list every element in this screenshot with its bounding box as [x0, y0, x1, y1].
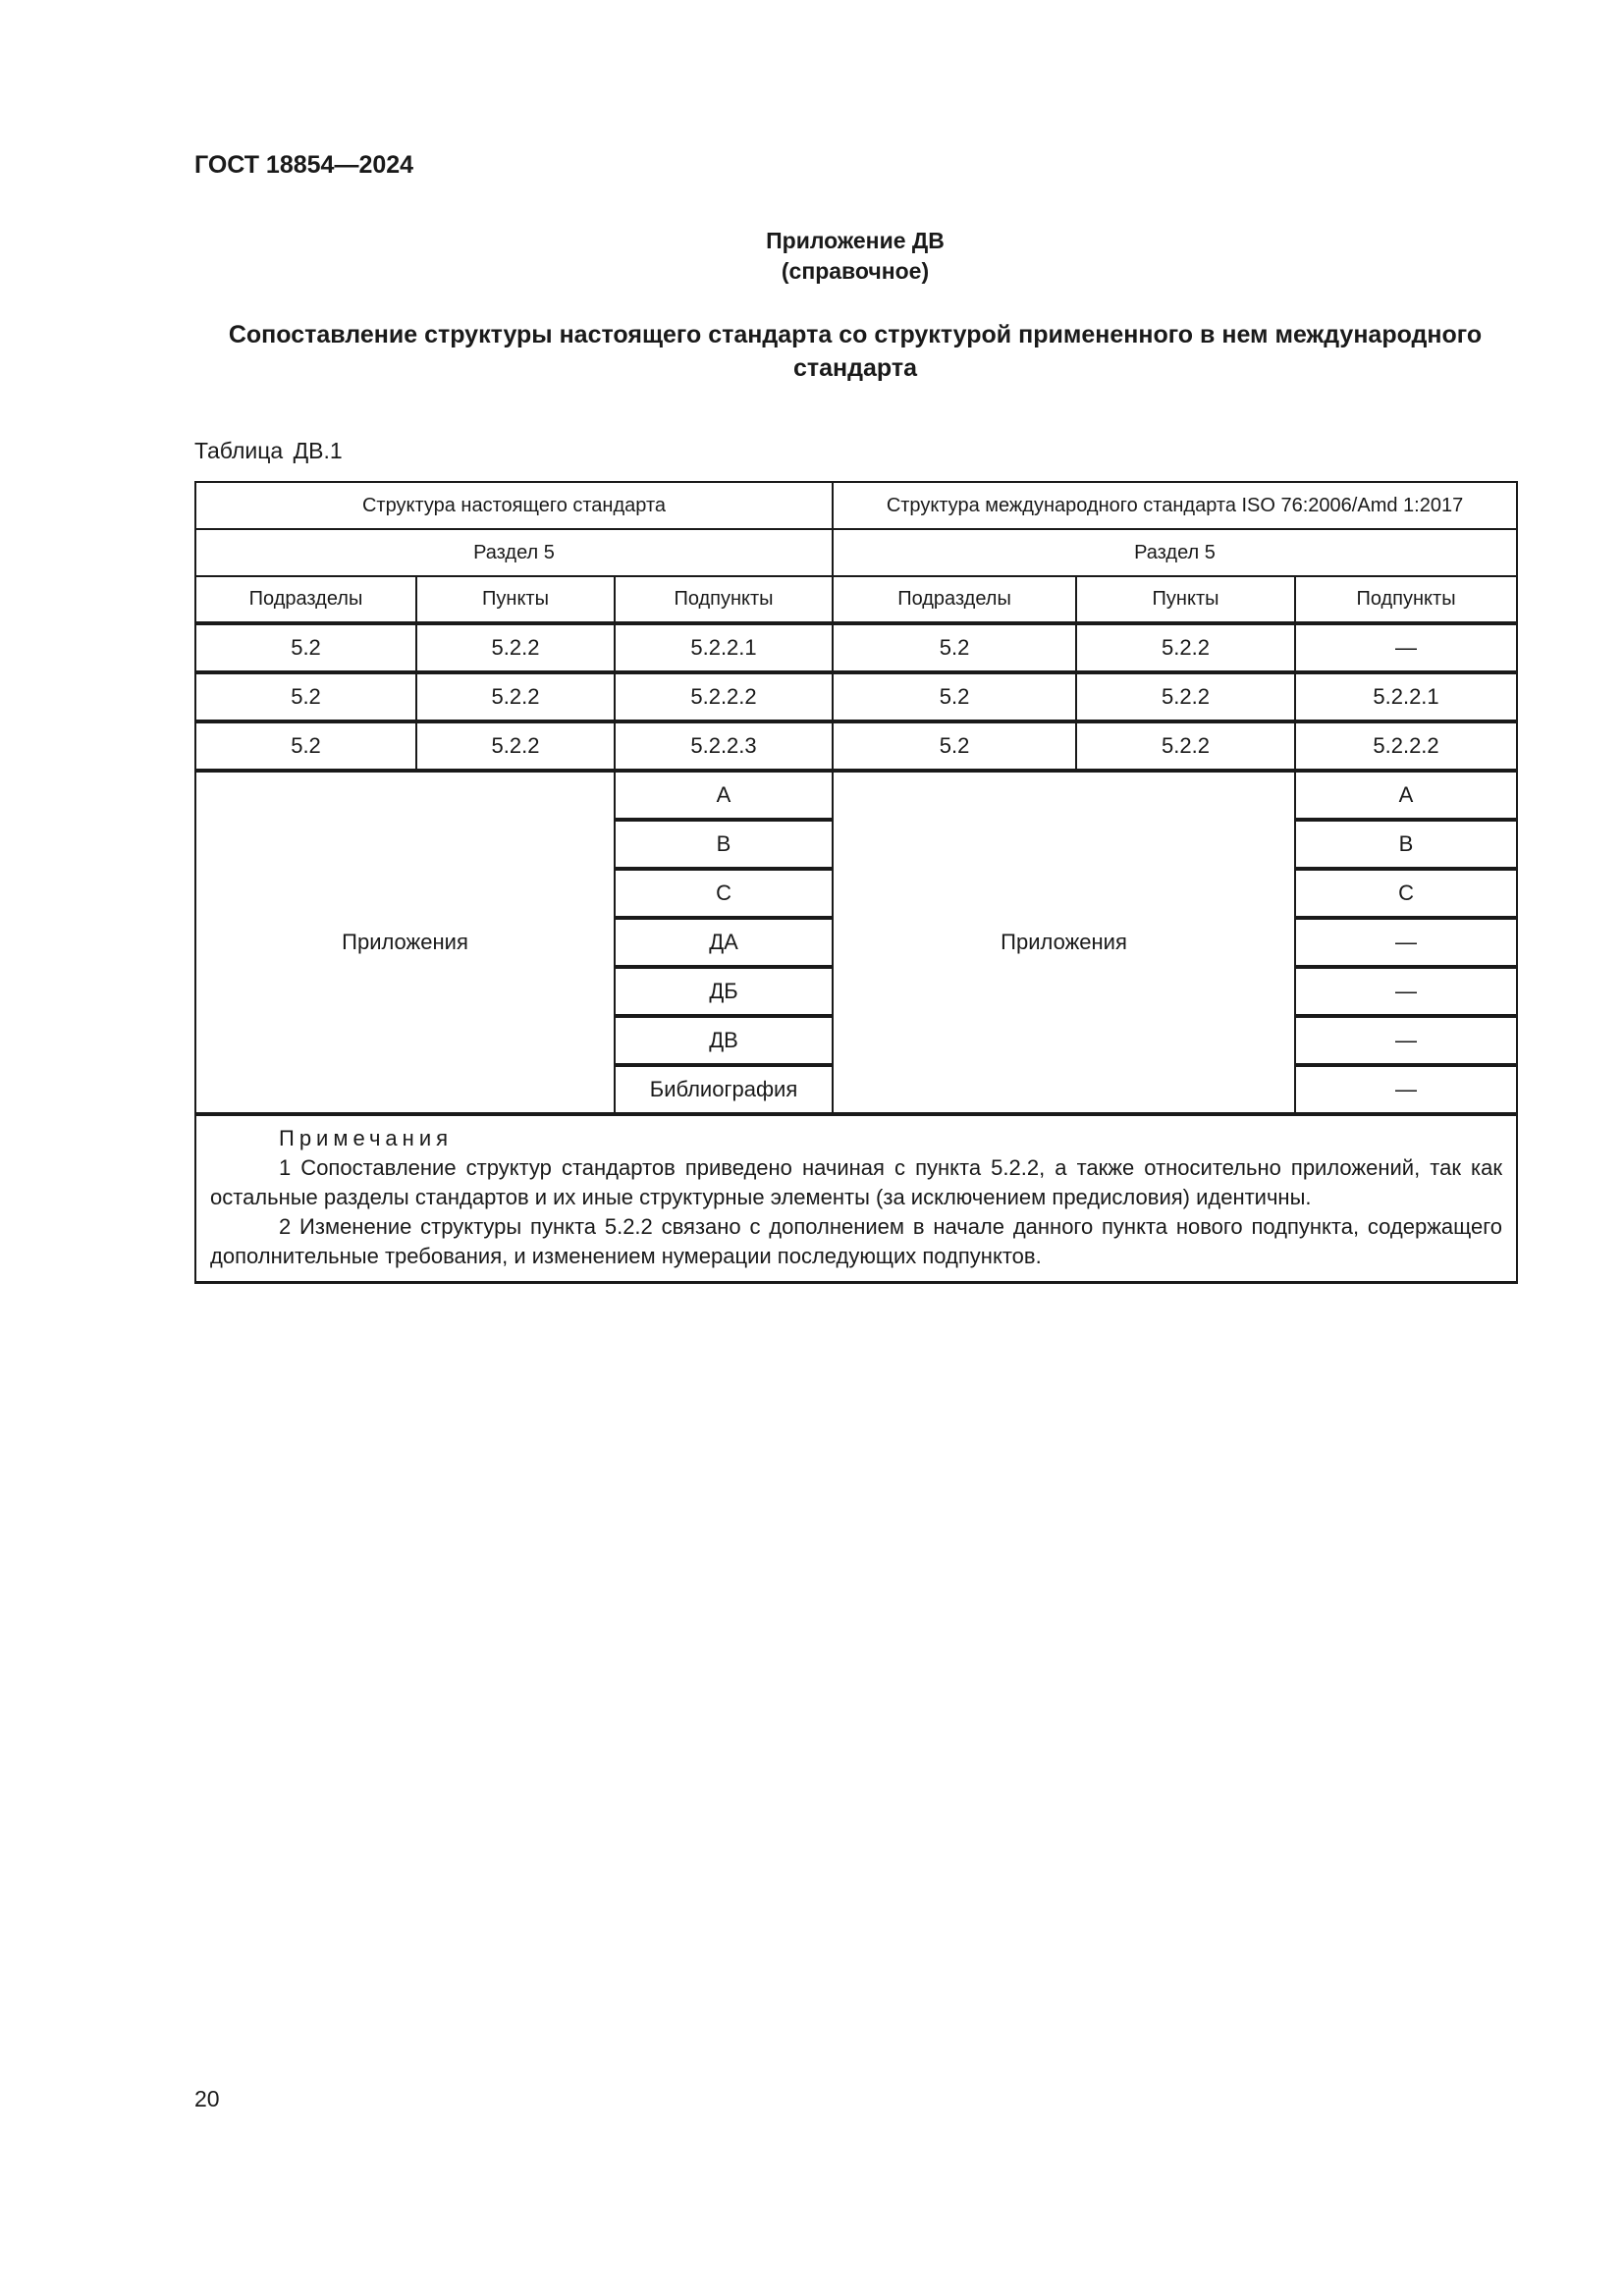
cell: А [613, 769, 835, 821]
column-header: Подразделы [194, 575, 417, 624]
cell: 5.2.2 [1075, 720, 1297, 772]
cell: С [613, 867, 835, 919]
column-header: Подпункты [613, 575, 835, 624]
column-header: Подпункты [1294, 575, 1519, 624]
cell: 5.2 [832, 621, 1078, 673]
table-row: 5.2 5.2.2 5.2.2.1 5.2 5.2.2 — [194, 621, 1519, 673]
cell: 5.2.2 [415, 670, 616, 722]
page-number: 20 [194, 2086, 220, 2111]
left-header: Структура настоящего стандарта [193, 481, 835, 530]
notes-title: Примечания [279, 1126, 454, 1150]
cell: 5.2 [194, 621, 417, 673]
table-caption: Таблица ДВ.1 [194, 438, 343, 464]
document-id: ГОСТ 18854—2024 [194, 151, 414, 179]
appendix-row: ДА — [195, 916, 1519, 968]
cell: — [1294, 965, 1519, 1017]
appendix-kind: (справочное) [781, 258, 930, 284]
column-header: Подразделы [832, 575, 1078, 624]
column-header: Пункты [415, 575, 616, 624]
table-notes: Примечания 1 Сопоставление структур стан… [193, 1112, 1519, 1284]
cell: Библиография [613, 1063, 835, 1115]
note-2: 2 Изменение структуры пункта 5.2.2 связа… [210, 1214, 1503, 1268]
cell: 5.2.2.2 [1294, 720, 1519, 772]
cell: С [1294, 867, 1519, 919]
right-header: Структура международного стандарта ISO 7… [832, 481, 1519, 530]
cell: ДБ [613, 965, 835, 1017]
structure-comparison-table: Структура настоящего стандарта Структура… [193, 481, 1519, 1284]
caption-word: Таблица [194, 438, 284, 463]
appendix-heading: Приложение ДВ (справочное) [0, 226, 1624, 287]
table-row: 5.2 5.2.2 5.2.2.3 5.2 5.2.2 5.2.2.2 [194, 720, 1519, 772]
note-1: 1 Сопоставление структур стандартов прив… [210, 1155, 1503, 1209]
cell: 5.2.2.1 [1294, 670, 1519, 722]
cell: ДВ [613, 1014, 835, 1066]
cell: 5.2.2.2 [613, 670, 835, 722]
cell: — [1294, 1014, 1519, 1066]
appendices-label-left: Приложения [194, 769, 616, 1115]
appendix-title: Приложение ДВ [766, 228, 945, 253]
cell: 5.2.2 [415, 621, 616, 673]
cell: В [613, 818, 835, 870]
cell: 5.2.2 [1075, 670, 1297, 722]
appendix-row: Библиография — [195, 1063, 1519, 1115]
section-left: Раздел 5 [193, 528, 835, 577]
cell: 5.2 [194, 720, 417, 772]
cell: — [1294, 916, 1519, 968]
column-header: Пункты [1075, 575, 1297, 624]
appendices-label-right: Приложения [832, 769, 1297, 1115]
page-title: Сопоставление структуры настоящего станд… [228, 321, 1483, 382]
cell: — [1294, 1063, 1519, 1115]
section-right: Раздел 5 [832, 528, 1519, 577]
appendix-row: ДВ — [195, 1014, 1519, 1066]
cell: ДА [613, 916, 835, 968]
appendix-row: ДБ — [195, 965, 1519, 1017]
cell: 5.2.2 [415, 720, 616, 772]
cell: 5.2.2.3 [613, 720, 835, 772]
table-row: 5.2 5.2.2 5.2.2.2 5.2 5.2.2 5.2.2.1 [194, 670, 1519, 722]
cell: 5.2 [832, 720, 1078, 772]
cell: 5.2 [832, 670, 1078, 722]
cell: 5.2.2 [1075, 621, 1297, 673]
cell: В [1294, 818, 1519, 870]
caption-number: ДВ.1 [293, 438, 343, 463]
cell: 5.2.2.1 [613, 621, 835, 673]
appendix-row: Приложения А Приложения А [194, 769, 1519, 1115]
cell: 5.2 [194, 670, 417, 722]
cell: А [1294, 769, 1519, 821]
cell: — [1294, 621, 1519, 673]
